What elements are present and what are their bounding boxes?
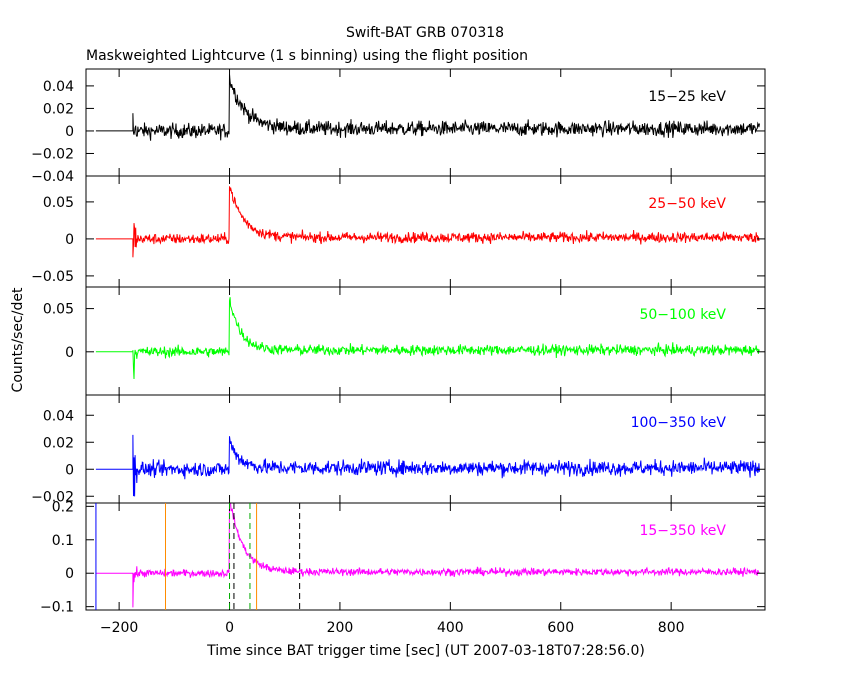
band-label: 25−50 keV	[648, 196, 726, 212]
y-tick-label: 0.05	[43, 302, 74, 318]
y-tick-label: 0	[65, 566, 74, 582]
x-tick-label: 400	[437, 620, 464, 636]
y-tick-label: 0.04	[43, 79, 74, 95]
series-line	[95, 186, 760, 258]
y-tick-label: −0.05	[31, 269, 74, 285]
y-tick-label: 0.04	[43, 408, 74, 424]
panel-25-50-kev: −0.05 0 0.05 25−50 keV	[31, 175, 766, 288]
band-label: 100−350 keV	[631, 415, 727, 431]
panel-frame	[85, 394, 766, 504]
series-line	[95, 434, 760, 497]
x-tick-label: −200	[100, 620, 138, 636]
panel-15-25-kev: −0.04 −0.02 0 0.02 0.04 15−25 keV	[31, 68, 766, 185]
x-tick-label: 200	[327, 620, 354, 636]
panel-100-350-kev: −0.02 0 0.02 0.04 100−350 keV	[31, 394, 766, 505]
y-tick-label: −0.02	[31, 146, 74, 162]
panel-frame	[85, 175, 766, 288]
panel-frame	[85, 502, 766, 611]
panel-50-100-kev: 0 0.05 50−100 keV	[43, 286, 766, 396]
x-tick-label: 800	[658, 620, 685, 636]
y-tick-label: −0.1	[40, 600, 74, 616]
x-tick-label: 0	[225, 620, 234, 636]
y-tick-label: 0	[65, 124, 74, 140]
band-label: 50−100 keV	[639, 307, 726, 323]
series-line	[95, 297, 760, 380]
chart-subtitle: Maskweighted Lightcurve (1 s binning) us…	[86, 48, 528, 64]
panel-frame	[85, 286, 766, 396]
x-tick-label: 600	[547, 620, 574, 636]
chart-title: Swift-BAT GRB 070318	[346, 25, 504, 41]
band-label: 15−350 keV	[639, 523, 726, 539]
y-tick-label: 0	[65, 345, 74, 361]
y-tick-label: 0.1	[52, 533, 74, 549]
panels-group: −0.04 −0.02 0 0.02 0.04 15−25 keV −0.05 0 0.05 25…	[31, 68, 766, 636]
y-tick-label: 0.2	[52, 499, 74, 515]
series-line	[95, 503, 760, 608]
y-tick-label: 0	[65, 232, 74, 248]
y-tick-label: −0.04	[31, 169, 74, 185]
series-line	[95, 74, 760, 141]
y-tick-label: −0.02	[31, 489, 74, 505]
y-tick-label: 0.05	[43, 195, 74, 211]
y-axis-label: Counts/sec/det	[10, 287, 26, 392]
y-tick-label: 0.02	[43, 435, 74, 451]
band-label: 15−25 keV	[648, 89, 726, 105]
y-tick-label: 0	[65, 462, 74, 478]
y-tick-label: 0.02	[43, 101, 74, 117]
x-axis-label: Time since BAT trigger time [sec] (UT 20…	[206, 643, 645, 659]
panel-15-350-kev: −0.1 0 0.1 0.2 15−350 keV	[40, 499, 766, 616]
panel-frame	[85, 68, 766, 177]
